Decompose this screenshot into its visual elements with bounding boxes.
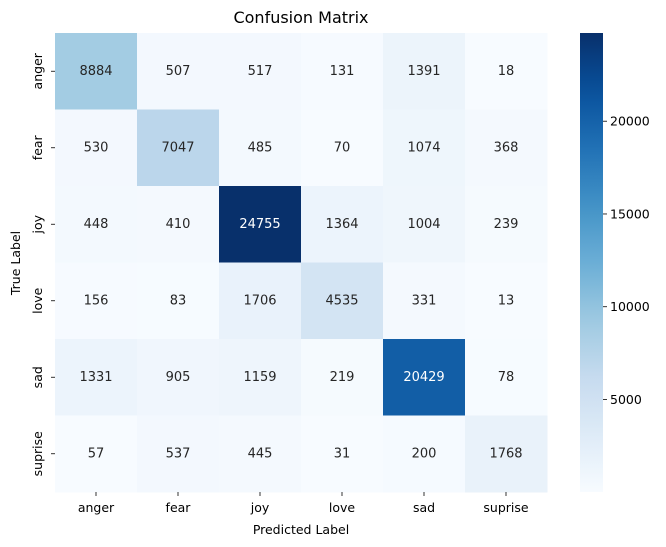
colorbar-tick-label: 10000	[610, 299, 650, 314]
heatmap-cell	[219, 33, 302, 110]
heatmap-cell	[465, 186, 548, 263]
y-tick-labels: anger fear joy love sad suprise	[30, 52, 55, 476]
cell-value-label: 1159	[243, 370, 276, 385]
cell-value-label: 7047	[161, 140, 194, 155]
cell-value-label: 13	[498, 293, 515, 308]
heatmap-cell	[383, 415, 466, 493]
heatmap-cell	[55, 186, 138, 263]
heatmap-cell	[137, 33, 220, 110]
cell-value-label: 156	[84, 293, 109, 308]
y-tick-label: fear	[30, 134, 45, 160]
colorbar: 5000 10000 15000 20000	[580, 33, 650, 492]
cell-value-label: 1768	[489, 446, 522, 461]
cell-value-label: 239	[494, 217, 519, 232]
cell-value-label: 70	[334, 140, 351, 155]
cell-value-label: 485	[248, 140, 273, 155]
heatmap-cell	[301, 186, 384, 263]
heatmap-cell	[219, 262, 302, 340]
x-tick-label: anger	[78, 500, 115, 515]
colorbar-tick-label: 15000	[610, 206, 650, 221]
y-tick-label: sad	[30, 366, 45, 388]
colorbar-tick-label: 20000	[610, 114, 650, 129]
heatmap-cell	[137, 415, 220, 493]
heatmap-cell	[137, 186, 220, 263]
cell-value-label: 445	[248, 446, 273, 461]
y-tick-label: suprise	[30, 431, 45, 476]
cell-labels: 8884 507 517 131 1391 18 530 7047 485 70 1074 368 44…	[79, 64, 522, 462]
heatmap-cell	[55, 339, 138, 416]
x-tick-label: fear	[166, 500, 192, 515]
heatmap-cell	[55, 33, 138, 110]
cell-value-label: 331	[412, 293, 437, 308]
colorbar-bar	[580, 33, 603, 492]
heatmap-cells	[55, 33, 548, 493]
heatmap-cell	[465, 415, 548, 493]
heatmap-cell	[55, 109, 138, 187]
x-tick-label: suprise	[483, 500, 528, 515]
heatmap-cell	[465, 33, 548, 110]
heatmap-cell	[55, 415, 138, 493]
heatmap-cell	[465, 262, 548, 340]
cell-value-label: 517	[248, 64, 273, 79]
heatmap-cell	[137, 339, 220, 416]
colorbar-tick-label: 5000	[610, 392, 642, 407]
heatmap-cell	[219, 109, 302, 187]
heatmap-cell	[465, 109, 548, 187]
x-tick-label: sad	[413, 500, 435, 515]
y-axis-label: True Label	[8, 231, 23, 296]
colorbar-ticks: 5000 10000 15000 20000	[603, 114, 650, 407]
heatmap-cell	[383, 33, 466, 110]
heatmap-cell	[465, 339, 548, 416]
cell-value-label: 530	[84, 140, 109, 155]
heatmap-cell	[55, 262, 138, 340]
x-tick-label: love	[329, 500, 356, 515]
heatmap-cell	[383, 339, 466, 416]
cell-value-label: 905	[166, 370, 191, 385]
heatmap-cell	[219, 339, 302, 416]
heatmap-cell	[383, 109, 466, 187]
cell-value-label: 31	[334, 446, 351, 461]
cell-value-label: 83	[170, 293, 187, 308]
cell-value-label: 8884	[79, 64, 112, 79]
cell-value-label: 24755	[239, 217, 280, 232]
y-tick-label: anger	[30, 52, 45, 89]
cell-value-label: 1706	[243, 293, 276, 308]
x-tick-label: joy	[250, 500, 270, 515]
cell-value-label: 200	[412, 446, 437, 461]
heatmap-cell	[301, 262, 384, 340]
heatmap-cell	[301, 109, 384, 187]
cell-value-label: 1364	[325, 217, 358, 232]
heatmap-cell	[383, 186, 466, 263]
cell-value-label: 1074	[407, 140, 440, 155]
cell-value-label: 131	[330, 64, 355, 79]
y-tick-label: joy	[30, 214, 45, 234]
heatmap-cell	[301, 415, 384, 493]
cell-value-label: 219	[330, 370, 355, 385]
cell-value-label: 18	[498, 64, 515, 79]
heatmap-cell	[383, 262, 466, 340]
x-axis-label: Predicted Label	[253, 522, 349, 537]
heatmap-cell	[219, 186, 302, 263]
heatmap-cell	[301, 33, 384, 110]
cell-value-label: 4535	[325, 293, 358, 308]
x-tick-labels: anger fear joy love sad suprise	[78, 492, 529, 515]
heatmap-cell	[137, 109, 220, 187]
cell-value-label: 448	[84, 217, 109, 232]
cell-value-label: 537	[166, 446, 191, 461]
heatmap-cell	[137, 262, 220, 340]
cell-value-label: 410	[166, 217, 191, 232]
cell-value-label: 1391	[407, 64, 440, 79]
cell-value-label: 57	[88, 446, 105, 461]
heatmap-cell	[219, 415, 302, 493]
cell-value-label: 507	[166, 64, 191, 79]
cell-value-label: 1004	[407, 217, 440, 232]
heatmap-cell	[301, 339, 384, 416]
chart-title: Confusion Matrix	[233, 8, 368, 27]
cell-value-label: 1331	[79, 370, 112, 385]
cell-value-label: 368	[494, 140, 519, 155]
y-tick-label: love	[30, 287, 45, 314]
cell-value-label: 78	[498, 370, 515, 385]
cell-value-label: 20429	[403, 370, 444, 385]
